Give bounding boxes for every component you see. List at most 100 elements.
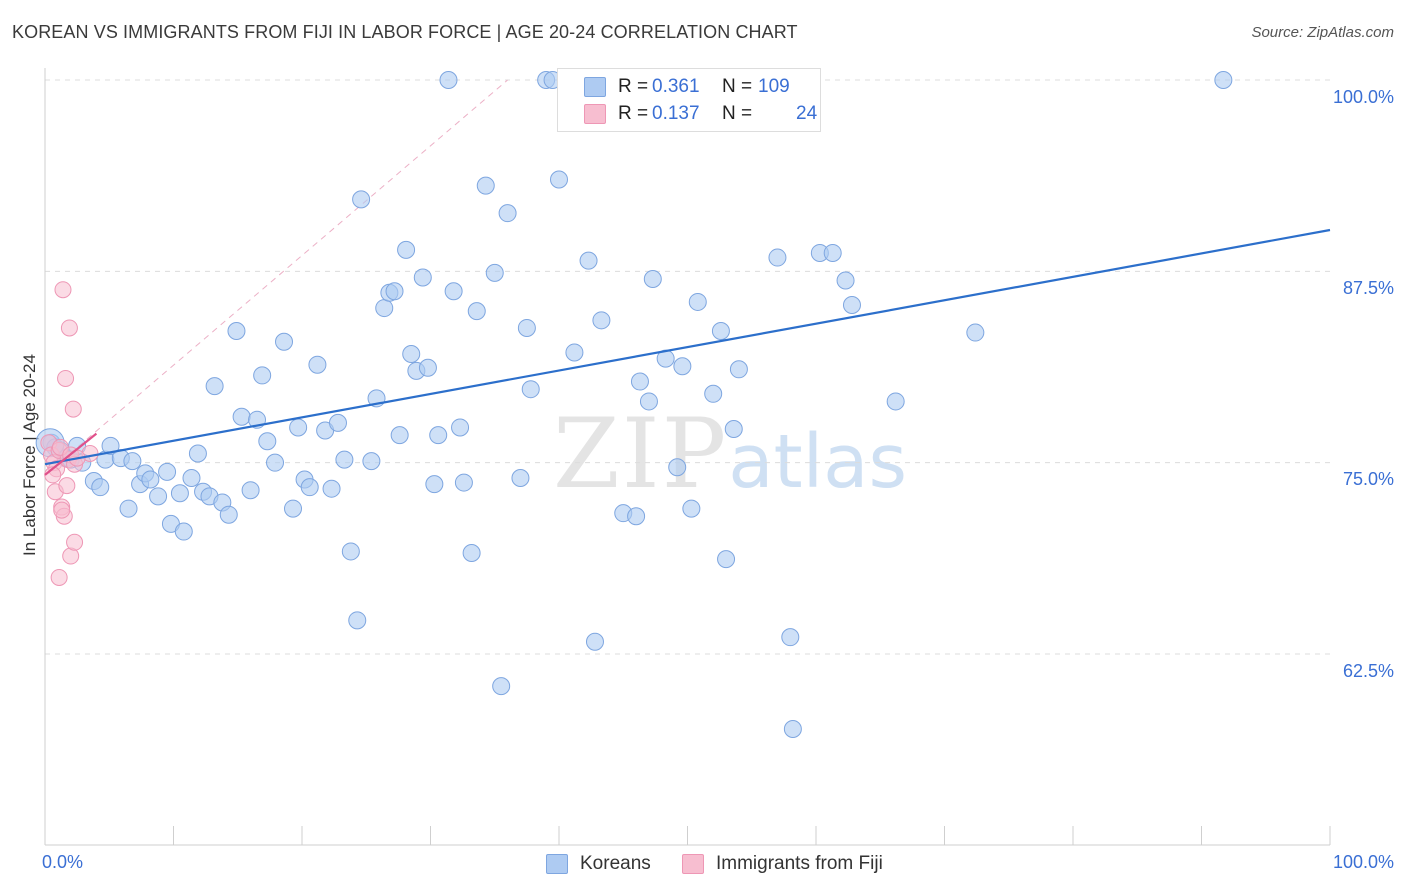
fiji-point	[57, 369, 75, 387]
korean-point	[1214, 71, 1233, 89]
bottom-legend-koreans: Koreans	[546, 852, 651, 876]
fiji-point	[53, 501, 71, 519]
watermark-zip: ZIP	[553, 398, 729, 510]
korean-point	[397, 240, 416, 259]
korean-point	[308, 355, 327, 374]
korean-point	[322, 479, 341, 498]
trend-lines	[44, 228, 1331, 476]
trend-lines-back	[44, 79, 508, 476]
korean-point	[886, 392, 905, 411]
korean-point	[328, 413, 347, 432]
korean-point	[266, 453, 285, 472]
korean-point	[668, 458, 687, 477]
legend-r-value: 0.137	[652, 103, 700, 124]
korean-point	[219, 505, 238, 524]
korean-point	[682, 499, 701, 518]
korean-point	[462, 543, 481, 562]
legend-r-label: R =	[618, 103, 649, 124]
y-tick-label: 100.0%	[1332, 87, 1394, 107]
korean-point	[429, 426, 448, 445]
korean-point	[402, 344, 421, 363]
korean-point	[627, 507, 646, 526]
korean-point	[158, 462, 177, 481]
korean-point	[476, 176, 495, 195]
bottom-legend-label-koreans: Koreans	[580, 853, 651, 874]
korean-point	[352, 190, 371, 209]
korean-point	[639, 392, 658, 411]
korean-point	[385, 282, 404, 301]
bottom-legend-swatch-koreans	[546, 854, 568, 874]
korean-point	[643, 269, 662, 288]
bottom-legend-fiji: Immigrants from Fiji	[682, 852, 883, 876]
korean-point	[413, 268, 432, 287]
watermark-atlas: atlas	[728, 419, 908, 505]
legend-r-label: R =	[618, 76, 649, 97]
korean-point	[673, 357, 692, 376]
korean-point	[362, 452, 381, 471]
korean-point	[119, 499, 138, 518]
korean-point	[284, 499, 303, 518]
korean-point	[836, 271, 855, 290]
legend-swatch-koreans	[584, 77, 606, 97]
korean-trend-line	[44, 228, 1331, 466]
legend-r-value: 0.361	[652, 76, 700, 97]
korean-point	[511, 468, 530, 487]
legend-n-label: N =	[722, 76, 753, 97]
korean-point	[711, 322, 730, 341]
correlation-legend: R = 0.361 N = 109 R = 0.137 N = 24	[557, 68, 821, 132]
korean-point	[425, 475, 444, 494]
korean-point	[170, 484, 189, 503]
korean-point	[783, 720, 802, 739]
legend-n-label: N =	[722, 103, 753, 124]
legend-n-value: 24	[796, 103, 818, 124]
korean-point	[724, 419, 743, 438]
korean-point	[485, 263, 504, 282]
korean-point	[823, 243, 842, 262]
korean-point	[188, 444, 207, 463]
korean-point	[781, 628, 800, 647]
korean-point	[585, 632, 604, 651]
korean-point	[241, 481, 260, 500]
korean-point	[174, 522, 193, 541]
fiji-point	[54, 281, 72, 299]
korean-point	[341, 542, 360, 561]
korean-point	[375, 299, 394, 318]
y-tick-label: 62.5%	[1342, 661, 1394, 681]
fiji-point	[50, 568, 68, 586]
korean-point	[300, 478, 319, 497]
korean-point	[101, 436, 120, 455]
korean-point	[289, 418, 308, 437]
korean-point	[205, 377, 224, 396]
korean-point	[390, 426, 409, 445]
fiji-trend-line	[44, 432, 98, 476]
korean-point	[517, 318, 536, 337]
korean-point	[141, 470, 160, 489]
korean-point	[182, 468, 201, 487]
fiji-point	[64, 400, 82, 418]
korean-point	[704, 384, 723, 403]
fiji-point	[60, 319, 78, 337]
korean-point	[348, 611, 367, 630]
fiji-point	[66, 533, 84, 551]
korean-point	[550, 170, 568, 189]
korean-point	[492, 677, 511, 696]
legend-swatch-fiji	[584, 104, 606, 124]
korean-points	[35, 71, 1233, 739]
korean-point	[439, 71, 458, 89]
korean-point	[768, 248, 787, 267]
bottom-legend-label-fiji: Immigrants from Fiji	[716, 853, 883, 874]
korean-point	[579, 251, 598, 270]
korean-point	[418, 358, 437, 377]
korean-point	[729, 360, 748, 379]
x-tick-label-left: 0.0%	[42, 852, 84, 872]
korean-point	[335, 450, 354, 469]
korean-point	[454, 473, 473, 492]
korean-point	[467, 302, 486, 321]
korean-point	[630, 372, 649, 391]
korean-point	[451, 418, 470, 437]
bottom-legend-swatch-fiji	[682, 854, 704, 874]
legend-n-value: 109	[758, 76, 790, 97]
korean-point	[592, 311, 611, 330]
korean-point	[258, 432, 277, 451]
korean-point	[275, 332, 294, 351]
